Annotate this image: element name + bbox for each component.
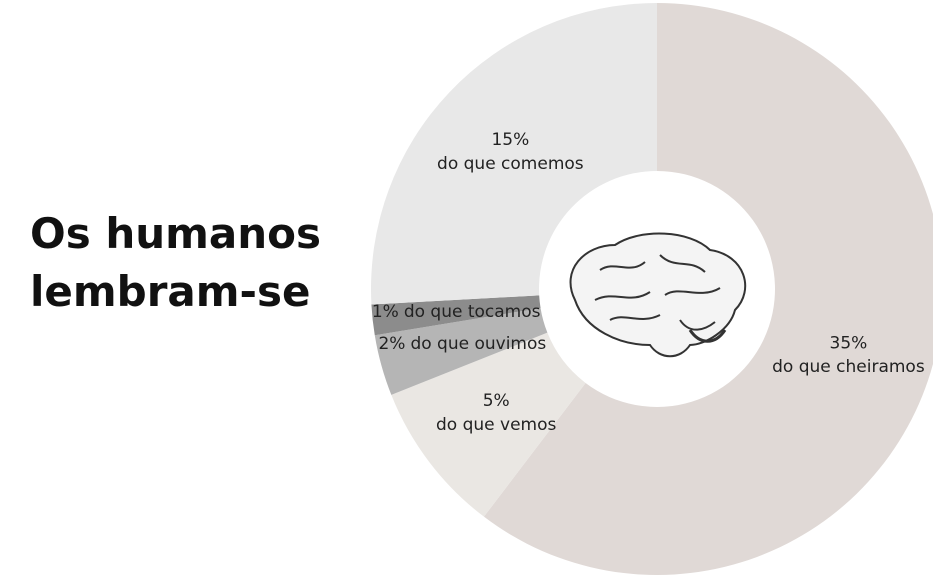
brain-illustration — [571, 234, 746, 357]
category-label: do que tocamos — [404, 302, 541, 322]
value-label: 35% — [830, 333, 868, 353]
value-label: 5% — [483, 391, 510, 411]
category-label: do que vemos — [436, 415, 557, 435]
page: Os humanos lembram-se 35%do que cheiramo… — [0, 0, 933, 577]
value-label: 2% — [378, 334, 405, 354]
chart: 35%do que cheiramos5%do que vemos2%do qu… — [0, 0, 933, 577]
value-label: 1% — [372, 302, 399, 322]
value-label: 15% — [491, 130, 529, 150]
category-label: do que comemos — [437, 154, 584, 174]
slice-label: 2%do que ouvimos — [378, 334, 546, 354]
slice-label: 1%do que tocamos — [372, 302, 541, 322]
category-label: do que ouvimos — [410, 334, 546, 354]
category-label: do que cheiramos — [772, 357, 925, 377]
